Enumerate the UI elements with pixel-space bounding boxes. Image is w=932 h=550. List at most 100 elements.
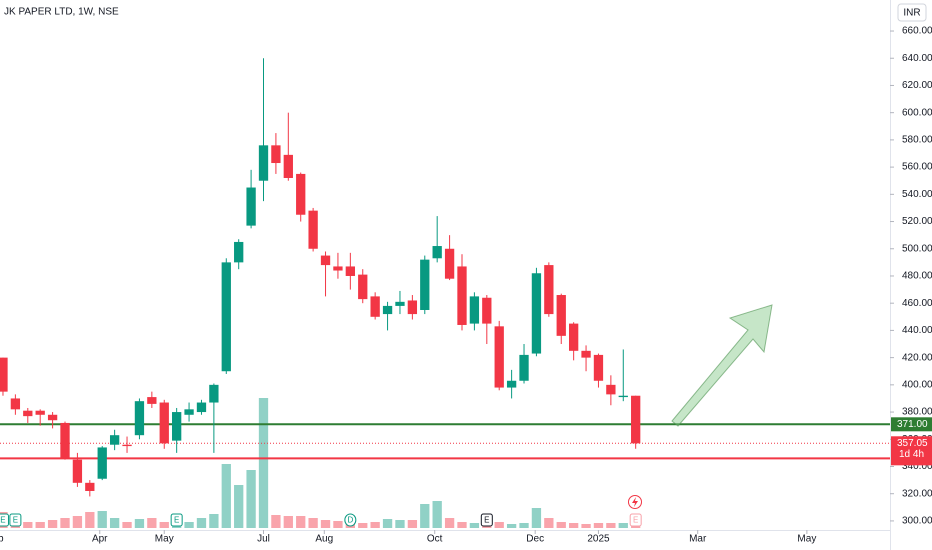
y-tick-label: 400.00 [902, 379, 932, 390]
candle-body [23, 410, 33, 417]
candle-body [420, 259, 430, 310]
event-marker[interactable]: E [0, 513, 9, 527]
event-icon[interactable] [628, 495, 642, 509]
level-label-box [891, 417, 932, 432]
event-label: E [633, 516, 638, 525]
event-marker[interactable]: E [9, 513, 22, 527]
candle-body [407, 300, 418, 315]
volume-bar [581, 524, 591, 528]
event-marker[interactable]: E [629, 513, 642, 527]
x-tick-label: May [155, 534, 174, 545]
candle-body [606, 384, 616, 395]
volume-bar [593, 523, 604, 528]
volume-bar [519, 523, 529, 528]
volume-bar [109, 518, 120, 528]
volume-bar [184, 522, 194, 528]
volume-bar [85, 512, 95, 528]
y-tick-label: 660.00 [902, 26, 932, 37]
volume-bar [320, 520, 331, 528]
x-tick-label: 2025 [587, 534, 610, 545]
candle-body [631, 395, 641, 444]
y-tick-label: 520.00 [902, 216, 932, 227]
volume-bar [382, 519, 393, 528]
event-marker[interactable]: E [480, 513, 493, 527]
x-tick-label: Jul [257, 534, 270, 545]
volume-bar [370, 522, 380, 528]
candle-body [72, 459, 83, 483]
volume-bar [531, 508, 542, 528]
y-tick-label: 500.00 [902, 243, 932, 254]
event-label: E [484, 516, 489, 525]
candle-body [556, 295, 566, 336]
volume-bar [122, 522, 132, 528]
candle-body [10, 398, 21, 410]
candle-body [382, 305, 393, 315]
x-tick-label: Dec [526, 534, 544, 545]
y-tick-label: 440.00 [902, 325, 932, 336]
candle-body [581, 350, 591, 358]
volume-bar [308, 518, 318, 528]
volume-bar [606, 523, 616, 528]
candle-body [568, 323, 579, 351]
volume-bar [395, 520, 405, 528]
volume-bar [209, 514, 219, 528]
volume-bar [358, 523, 368, 528]
candle-body [97, 447, 107, 479]
y-tick-label: 340.00 [902, 461, 932, 472]
volume-bar [296, 516, 306, 528]
candle-body [221, 262, 231, 372]
volume-bar [159, 522, 169, 528]
volume-bar [494, 522, 504, 528]
volume-bar [333, 521, 343, 528]
chart-title: JK PAPER LTD, 1W, NSE [4, 7, 119, 18]
event-marker[interactable]: E [170, 513, 183, 527]
event-marker[interactable]: D [344, 513, 357, 527]
candle-body [506, 380, 517, 388]
candle-body [159, 402, 169, 444]
candle-body [519, 354, 529, 381]
arrow [671, 304, 773, 427]
candle-body [147, 397, 157, 404]
y-tick-label: 540.00 [902, 189, 932, 200]
y-tick-label: 620.00 [902, 80, 932, 91]
candle-body [246, 187, 256, 226]
currency-box[interactable] [897, 3, 927, 22]
event-badge [170, 513, 183, 527]
volume-bar [457, 522, 467, 528]
event-badge [344, 513, 357, 527]
x-tick-label: Mar [689, 534, 707, 545]
candle-body [184, 409, 194, 415]
candle-body [109, 435, 120, 445]
volume-bar [134, 519, 145, 528]
candle-body [444, 248, 455, 279]
candle-body [172, 412, 182, 441]
candle-body [544, 265, 554, 315]
y-tick-label: 460.00 [902, 298, 932, 309]
candle-body [494, 326, 504, 388]
candle-body [482, 297, 492, 324]
volume-bar [234, 485, 244, 528]
event-badge [629, 513, 642, 527]
x-tick-label: May [797, 534, 816, 545]
candle-body [122, 444, 132, 447]
candle-body [333, 266, 343, 271]
y-tick-label: 420.00 [902, 352, 932, 363]
volume-bar [544, 518, 554, 528]
last-price-label: 357.05 [897, 438, 928, 449]
volume-bar [506, 524, 517, 528]
volume-bar [221, 464, 231, 528]
volume-bar [271, 515, 281, 528]
volume-bar [196, 518, 207, 528]
volume-bar [432, 501, 442, 528]
x-tick-label: Oct [427, 534, 443, 545]
countdown-label: 1d 4h [899, 449, 924, 460]
candle-body [320, 255, 331, 266]
candle-body [0, 357, 8, 392]
event-label: E [174, 516, 179, 525]
candle-body [618, 395, 628, 398]
event-badge [9, 513, 22, 527]
candle-body [469, 296, 480, 324]
